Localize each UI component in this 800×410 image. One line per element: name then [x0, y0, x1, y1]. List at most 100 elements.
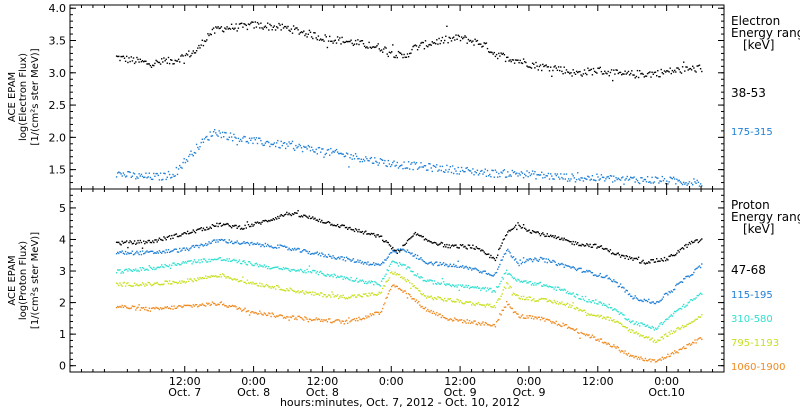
data-point: [427, 46, 429, 48]
data-point: [336, 223, 339, 226]
data-point: [325, 222, 327, 224]
data-point: [360, 40, 362, 42]
data-point: [631, 177, 633, 179]
data-point: [164, 306, 166, 308]
data-point: [698, 185, 701, 187]
data-point: [332, 150, 334, 153]
data-point: [215, 225, 217, 227]
data-point: [195, 280, 198, 282]
data-point: [475, 40, 477, 42]
data-point: [171, 250, 173, 252]
data-point: [663, 357, 666, 359]
data-point: [117, 172, 119, 174]
data-point: [419, 258, 421, 260]
data-point: [520, 171, 523, 173]
data-point: [152, 64, 154, 66]
data-point: [323, 222, 325, 224]
data-point: [678, 251, 680, 253]
data-point: [382, 307, 384, 310]
data-point: [400, 276, 402, 279]
data-point: [412, 255, 414, 257]
data-point: [649, 301, 651, 304]
data-point: [556, 236, 559, 239]
data-point: [276, 247, 278, 249]
data-point: [339, 37, 341, 39]
data-point: [562, 322, 564, 325]
data-point: [613, 253, 615, 255]
data-point: [494, 291, 497, 293]
data-point: [597, 275, 599, 277]
data-point: [141, 175, 144, 178]
data-point: [670, 330, 672, 332]
data-point: [547, 66, 550, 68]
data-point: [473, 44, 475, 46]
data-point: [616, 345, 618, 348]
data-point: [667, 70, 669, 72]
data-point: [295, 249, 297, 251]
data-point: [144, 176, 146, 178]
data-point: [210, 242, 212, 244]
data-point: [466, 286, 468, 288]
data-point: [694, 181, 696, 183]
data-point: [158, 266, 161, 269]
data-point: [303, 292, 305, 294]
data-point: [361, 160, 364, 163]
data-point: [246, 221, 249, 223]
data-point: [685, 66, 687, 68]
data-point: [684, 277, 686, 280]
data-point: [247, 261, 250, 263]
data-point: [524, 317, 526, 319]
data-point: [292, 213, 295, 216]
data-point: [660, 68, 662, 71]
data-point: [371, 162, 374, 164]
data-point: [333, 40, 335, 42]
data-point: [411, 162, 413, 164]
data-point: [268, 312, 270, 314]
data-point: [230, 23, 233, 25]
data-point: [136, 242, 138, 244]
data-point: [670, 177, 672, 179]
data-point: [447, 283, 449, 286]
data-point: [341, 36, 343, 39]
data-point: [271, 246, 273, 249]
data-point: [123, 253, 126, 255]
data-point: [422, 41, 424, 44]
data-point: [298, 270, 300, 272]
data-point: [633, 257, 635, 260]
data-point: [433, 42, 436, 44]
data-point: [504, 287, 507, 290]
data-point: [348, 278, 350, 281]
data-point: [313, 319, 315, 321]
data-point: [391, 271, 393, 273]
data-point: [205, 305, 207, 307]
data-point: [472, 168, 474, 170]
data-point: [219, 273, 221, 276]
data-point: [448, 298, 450, 300]
data-point: [217, 275, 219, 278]
data-point: [243, 227, 245, 230]
data-point: [207, 138, 209, 141]
data-point: [636, 333, 639, 335]
data-point: [596, 72, 598, 74]
data-point: [698, 240, 701, 243]
data-point: [255, 312, 258, 314]
data-point: [519, 317, 521, 319]
data-point: [688, 241, 691, 244]
data-point: [174, 175, 176, 177]
data-point: [604, 180, 606, 182]
data-point: [405, 292, 408, 295]
data-point: [332, 42, 334, 44]
data-point: [507, 273, 509, 275]
data-point: [665, 71, 667, 73]
data-point: [316, 293, 318, 295]
data-point: [183, 262, 185, 264]
data-point: [619, 71, 622, 74]
data-point: [239, 243, 242, 245]
data-point: [278, 22, 280, 25]
data-point: [321, 292, 323, 294]
data-point: [527, 259, 529, 262]
data-point: [425, 310, 428, 312]
data-point: [455, 170, 457, 172]
data-point: [613, 69, 615, 71]
data-point: [624, 179, 626, 181]
